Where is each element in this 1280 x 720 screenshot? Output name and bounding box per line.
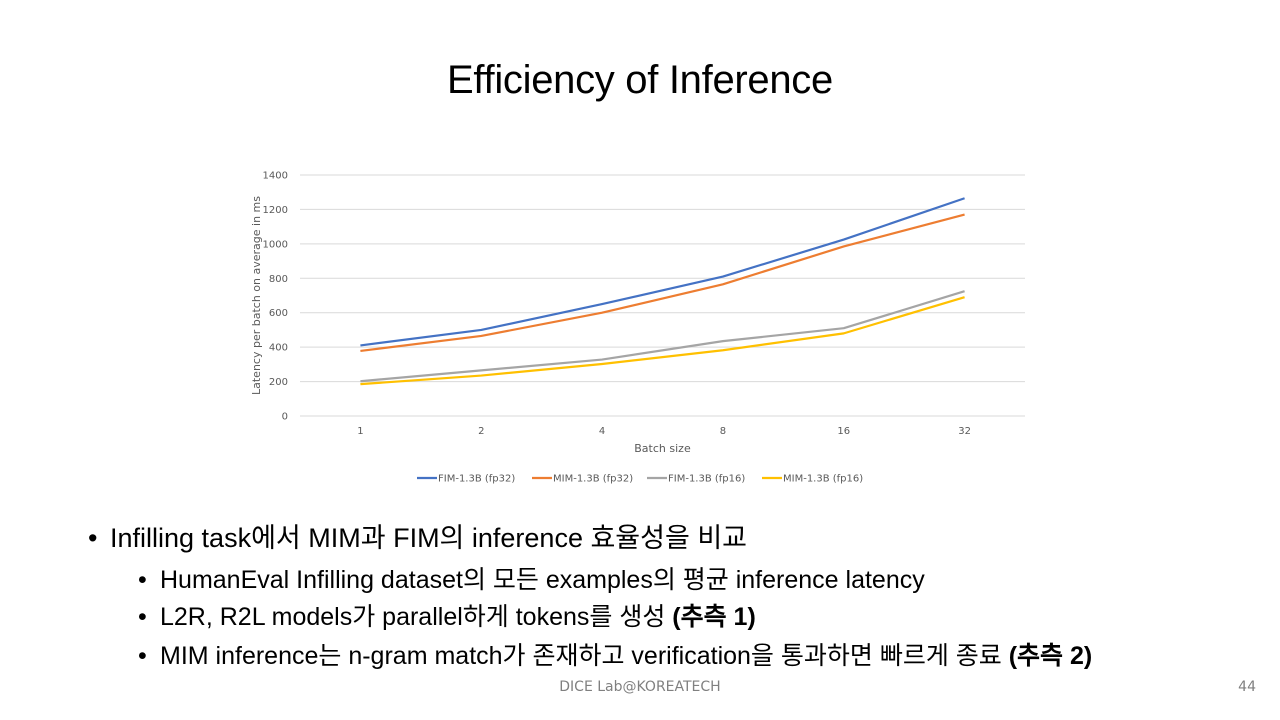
bullet-text: L2R, R2L models가 parallel하게 tokens를 생성 (160, 603, 673, 631)
legend-label: MIM-1.3B (fp32) (553, 474, 633, 485)
y-axis-ticks: 0 200 400 600 800 1000 1200 1400 (263, 171, 288, 423)
series-line (360, 197, 965, 347)
bullet-marker: • (138, 642, 147, 670)
bullet-item: • L2R, R2L models가 parallel하게 tokens를 생성 … (138, 597, 756, 633)
x-tick-label: 4 (599, 426, 605, 437)
x-tick-label: 32 (958, 426, 971, 437)
line-chart: 0 200 400 600 800 1000 1200 1400 1 2 4 8 16 32 Batch… (250, 171, 1025, 485)
y-tick-label: 400 (269, 343, 288, 354)
x-tick-label: 1 (357, 426, 363, 437)
bullet-text: MIM inference는 n-gram match가 존재하고 verifi… (160, 642, 1009, 670)
bullet-text: Infilling task에서 MIM과 FIM의 inference 효율성… (110, 523, 748, 553)
y-tick-label: 1400 (263, 171, 288, 182)
bullet-item: • Infilling task에서 MIM과 FIM의 inference 효율… (88, 516, 747, 555)
x-tick-label: 8 (720, 426, 726, 437)
y-tick-label: 600 (269, 308, 288, 319)
x-tick-label: 2 (478, 426, 484, 437)
y-tick-label: 1200 (263, 205, 288, 216)
bullet-item: • HumanEval Infilling dataset의 모든 example… (138, 560, 925, 596)
bullet-text: (추측 2) (1008, 642, 1093, 670)
bullet-marker: • (138, 603, 147, 631)
chart-gridlines (300, 174, 1025, 417)
y-tick-label: 200 (269, 377, 288, 388)
series-line (360, 213, 965, 353)
x-axis-title: Batch size (634, 442, 691, 455)
y-tick-label: 1000 (263, 239, 288, 250)
legend-label: FIM-1.3B (fp16) (668, 474, 745, 485)
y-tick-label: 800 (269, 274, 288, 285)
slide-title: Efficiency of Inference (447, 58, 833, 102)
chart-series (360, 197, 965, 386)
bullet-marker: • (138, 566, 147, 594)
bullet-item: • MIM inference는 n-gram match가 존재하고 verif… (138, 636, 1092, 672)
series-line (360, 296, 965, 386)
legend-label: MIM-1.3B (fp16) (783, 474, 863, 485)
y-tick-label: 0 (282, 412, 288, 423)
bullet-text: (추측 1) (672, 603, 756, 631)
slide-footer: DICE Lab@KOREATECH (559, 679, 721, 695)
bullet-text: HumanEval Infilling dataset의 모든 examples… (160, 566, 925, 594)
legend-label: FIM-1.3B (fp32) (438, 474, 515, 485)
page-number: 44 (1238, 679, 1256, 695)
x-tick-label: 16 (837, 426, 850, 437)
x-axis-ticks: 1 2 4 8 16 32 (357, 426, 971, 437)
series-line (360, 290, 965, 383)
y-axis-title: Latency per batch on average in ms (250, 196, 263, 395)
chart-legend: FIM-1.3B (fp32) MIM-1.3B (fp32) FIM-1.3B (… (417, 474, 863, 485)
bullet-marker: • (88, 523, 98, 553)
